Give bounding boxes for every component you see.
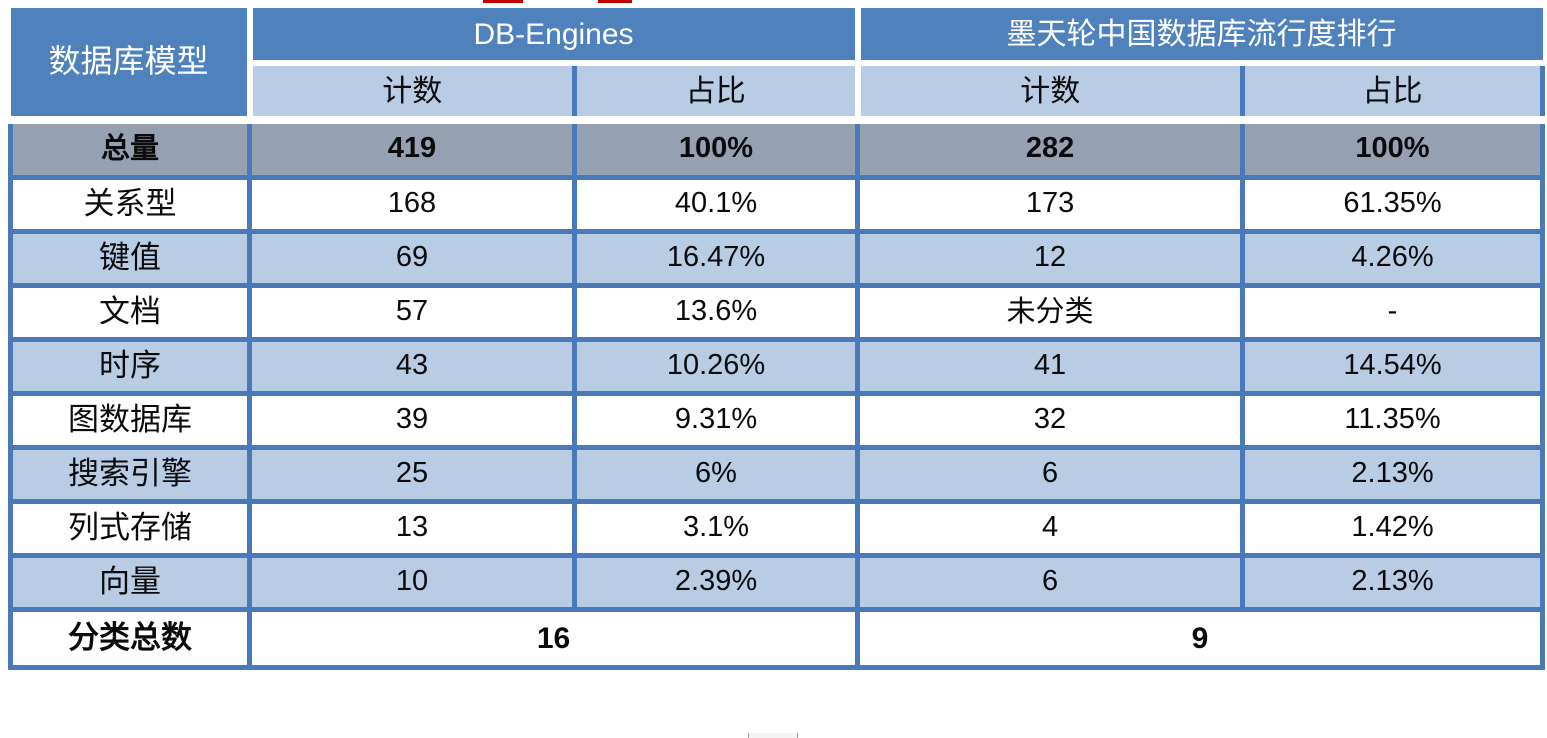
table-row-relational: 关系型 168 40.1% 173 61.35% — [8, 174, 1546, 234]
cell-mtl-share: 14.54% — [1240, 336, 1546, 396]
cell-mtl-count: 173 — [855, 174, 1246, 234]
subheader-mtl-share: 占比 — [1240, 60, 1546, 124]
cell-db-count: 57 — [247, 282, 577, 342]
cell-mtl-count: 6 — [855, 444, 1246, 504]
cropped-ui-artifact — [748, 733, 798, 738]
cell-mtl-share: 4.26% — [1240, 228, 1546, 288]
cell-mtl-share: 61.35% — [1240, 174, 1546, 234]
sub-header-row: 计数 占比 计数 占比 — [11, 60, 1546, 124]
row-label-total: 总量 — [8, 116, 252, 180]
cell-db-count: 25 — [247, 444, 577, 504]
cell-db-count: 43 — [247, 336, 577, 396]
table-row-search-engine: 搜索引擎 25 6% 6 2.13% — [8, 444, 1546, 504]
cell-db-share: 16.47% — [571, 228, 861, 288]
cell-mtl-count: 12 — [855, 228, 1246, 288]
database-model-comparison-table: 数据库模型 DB-Engines 墨天轮中国数据库流行度排行 计数 占比 计数 … — [8, 8, 1546, 670]
cell-db-count: 10 — [247, 552, 577, 612]
row-label: 键值 — [8, 228, 252, 288]
cell-mtl-share: 11.35% — [1240, 390, 1546, 450]
cell-db-share: 10.26% — [571, 336, 861, 396]
total-row: 总量 419 100% 282 100% — [8, 116, 1546, 180]
row-label: 关系型 — [8, 174, 252, 234]
subheader-mtl-count: 计数 — [854, 60, 1246, 124]
cell-db-share: 2.39% — [571, 552, 861, 612]
row-label: 文档 — [8, 282, 252, 342]
table-row-key-value: 键值 69 16.47% 12 4.26% — [8, 228, 1546, 288]
row-label: 列式存储 — [8, 498, 252, 558]
footer-mtl-total: 9 — [855, 606, 1546, 670]
total-mtl-share: 100% — [1240, 116, 1546, 180]
footer-db-engines-total: 16 — [246, 606, 861, 670]
cell-db-share: 13.6% — [571, 282, 861, 342]
cropped-red-text-artifact — [483, 0, 523, 3]
cell-db-share: 40.1% — [571, 174, 861, 234]
total-mtl-count: 282 — [855, 116, 1246, 180]
table-row-graph: 图数据库 39 9.31% 32 11.35% — [8, 390, 1546, 450]
cell-mtl-count: 6 — [855, 552, 1246, 612]
cell-mtl-count: 4 — [855, 498, 1246, 558]
cell-mtl-count: 41 — [855, 336, 1246, 396]
cropped-red-text-artifact — [598, 0, 632, 3]
corner-header-cell: 数据库模型 — [10, 8, 253, 124]
cell-mtl-count: 32 — [855, 390, 1246, 450]
cell-mtl-share: 1.42% — [1240, 498, 1546, 558]
group-header-row: 数据库模型 DB-Engines 墨天轮中国数据库流行度排行 — [10, 8, 1543, 124]
row-label: 向量 — [8, 552, 252, 612]
category-total-row: 分类总数 16 9 — [8, 606, 1546, 670]
subheader-db-count: 计数 — [247, 60, 577, 124]
cell-db-count: 13 — [247, 498, 577, 558]
row-label: 时序 — [8, 336, 252, 396]
subheader-db-share: 占比 — [571, 60, 861, 124]
cell-db-share: 6% — [571, 444, 861, 504]
table-row-vector: 向量 10 2.39% 6 2.13% — [8, 552, 1546, 612]
cell-db-count: 69 — [247, 228, 577, 288]
cell-db-count: 39 — [247, 390, 577, 450]
cell-mtl-count: 未分类 — [855, 282, 1246, 342]
table-row-time-series: 时序 43 10.26% 41 14.54% — [8, 336, 1546, 396]
total-db-count: 419 — [247, 116, 577, 180]
cell-mtl-share: - — [1240, 282, 1546, 342]
row-label: 图数据库 — [8, 390, 252, 450]
cell-db-share: 9.31% — [571, 390, 861, 450]
cell-mtl-share: 2.13% — [1240, 444, 1546, 504]
cell-mtl-share: 2.13% — [1240, 552, 1546, 612]
group-header-modb-ranking: 墨天轮中国数据库流行度排行 — [857, 8, 1543, 66]
table-row-document: 文档 57 13.6% 未分类 - — [8, 282, 1546, 342]
cell-db-share: 3.1% — [571, 498, 861, 558]
row-label: 搜索引擎 — [8, 444, 252, 504]
group-header-db-engines: DB-Engines — [249, 8, 861, 66]
cell-db-count: 168 — [247, 174, 577, 234]
row-label-category-total: 分类总数 — [8, 606, 252, 670]
total-db-share: 100% — [571, 116, 861, 180]
table-row-columnar: 列式存储 13 3.1% 4 1.42% — [8, 498, 1546, 558]
